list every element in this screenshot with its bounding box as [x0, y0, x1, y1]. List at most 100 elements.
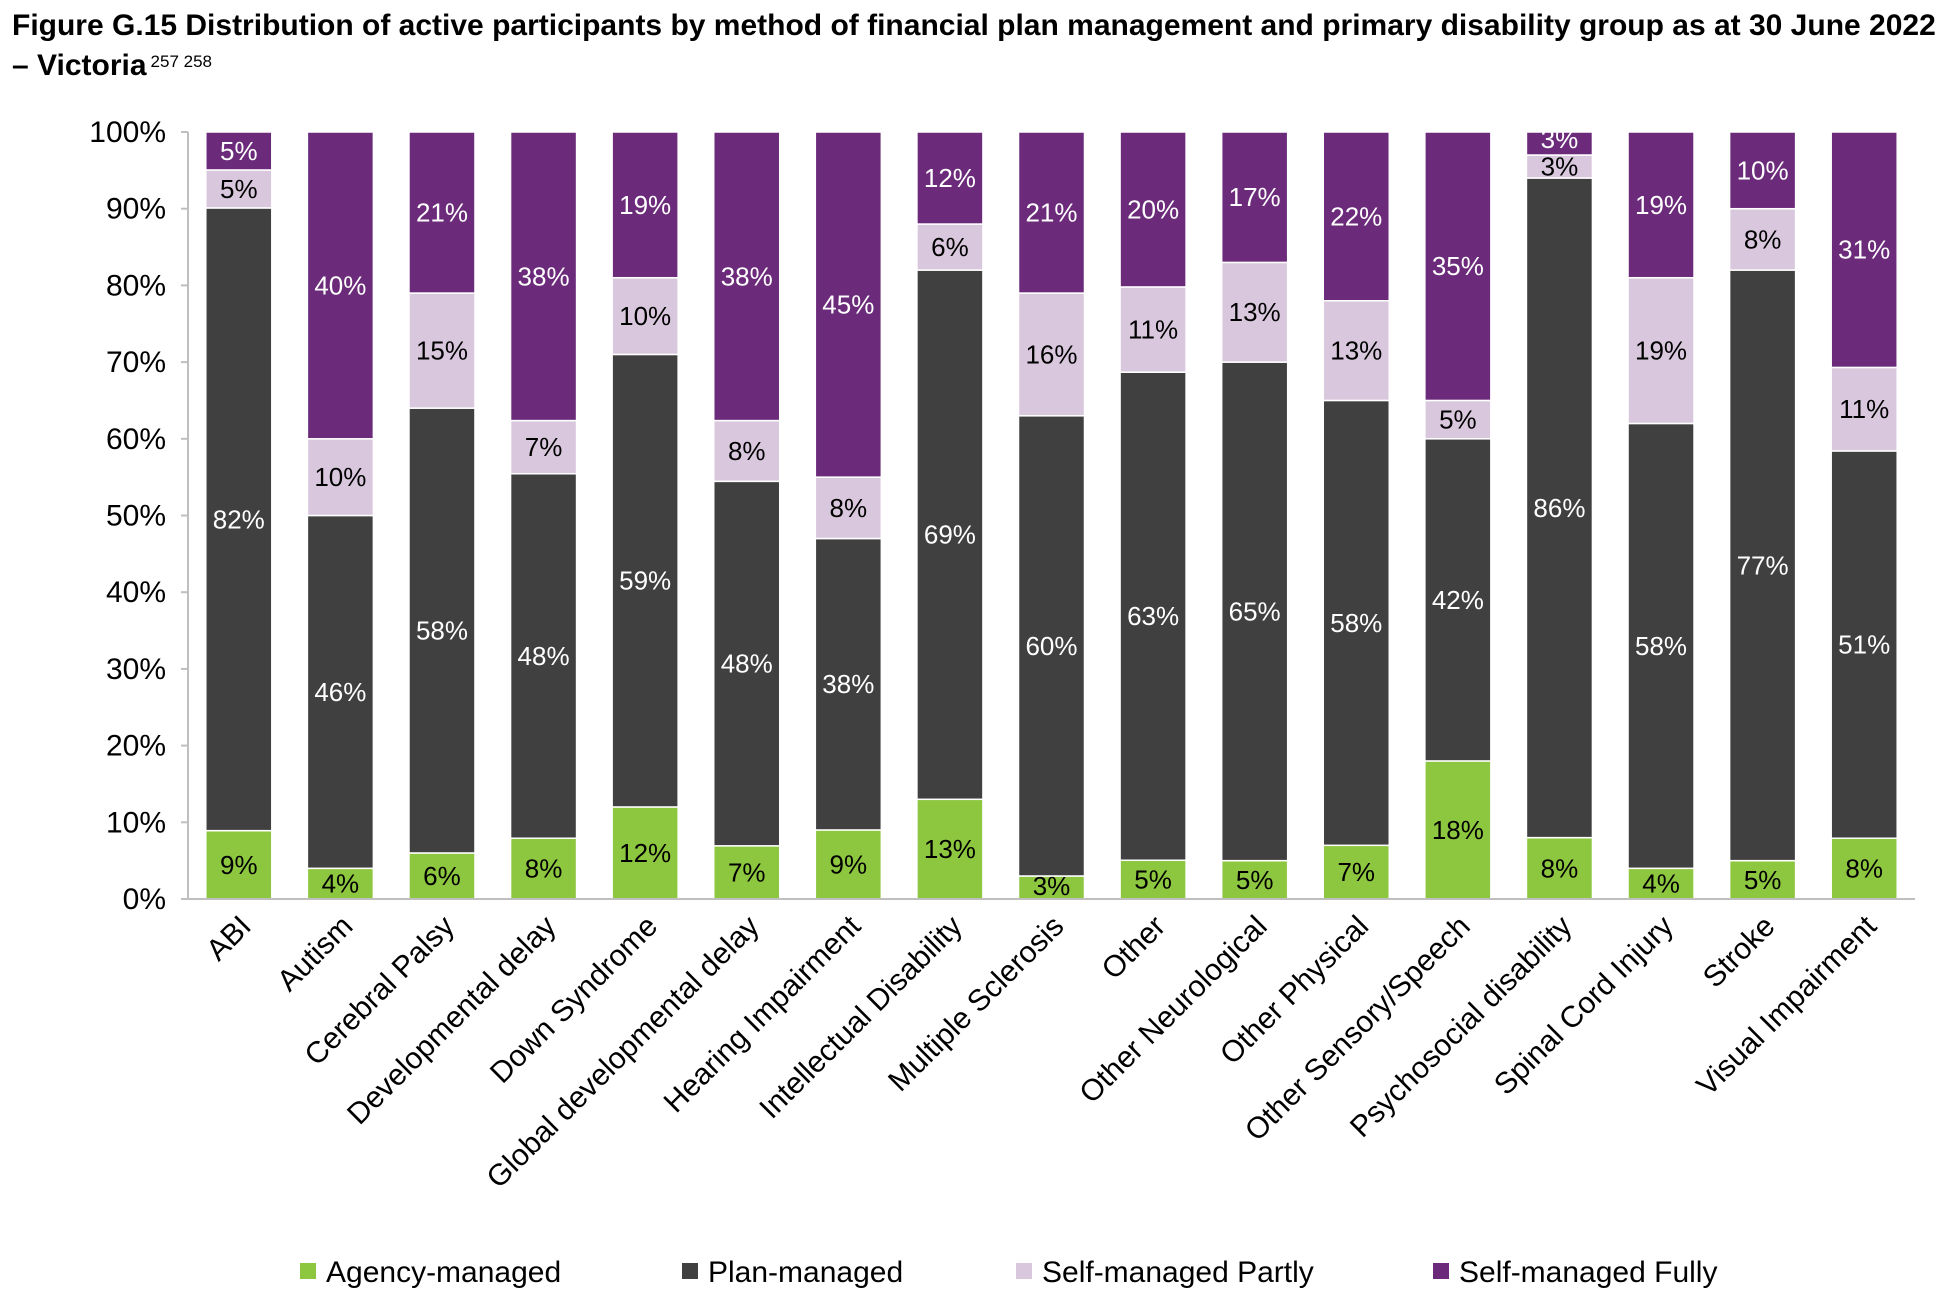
bar-segment: [1424, 131, 1492, 402]
y-tick-label: 80%: [106, 269, 166, 302]
data-label: 5%: [220, 174, 258, 204]
bar-segment: [611, 353, 679, 808]
data-label: 60%: [1025, 631, 1077, 661]
x-category-label: Multiple Sclerosis: [882, 910, 1070, 1098]
data-label: 11%: [1839, 394, 1889, 424]
data-label: 5%: [1134, 865, 1172, 895]
data-label: 7%: [525, 432, 563, 462]
title-footnotes: 257 258: [150, 52, 212, 71]
data-label: 12%: [924, 163, 976, 193]
bar-segment: [1830, 837, 1898, 900]
data-label: 5%: [1236, 865, 1274, 895]
bar-segment: [1322, 399, 1391, 847]
data-label: 21%: [416, 198, 468, 228]
bar-segment: [1627, 422, 1695, 870]
y-tick-label: 0%: [123, 883, 166, 916]
data-label: 16%: [1025, 339, 1077, 369]
data-label: 48%: [721, 649, 773, 679]
y-tick-label: 20%: [106, 730, 166, 763]
bar-segment: [509, 472, 578, 839]
data-label: 6%: [931, 232, 969, 262]
y-tick-label: 60%: [106, 423, 166, 456]
data-label: 4%: [1642, 869, 1680, 899]
data-label: 63%: [1127, 601, 1179, 631]
bar-segment: [1322, 131, 1391, 302]
data-label: 22%: [1330, 201, 1382, 231]
bar-segment: [916, 131, 984, 225]
legend-label: Self-managed Partly: [1042, 1256, 1314, 1289]
bar-segment: [205, 207, 273, 832]
legend-label: Self-managed Fully: [1459, 1256, 1717, 1289]
data-label: 86%: [1533, 493, 1585, 523]
y-tick-label: 100%: [89, 116, 166, 149]
bar-segment: [712, 845, 781, 900]
bar-segment: [814, 829, 883, 900]
legend-swatch: [1433, 1263, 1449, 1279]
x-category-label: Stroke: [1697, 910, 1782, 995]
bar-segment: [814, 476, 883, 540]
data-label: 42%: [1432, 585, 1484, 615]
x-category-label: Autism: [271, 910, 359, 998]
y-tick-label: 10%: [106, 806, 166, 839]
bar-segment: [408, 131, 476, 294]
data-label: 51%: [1838, 630, 1890, 660]
legend-label: Agency-managed: [326, 1256, 561, 1289]
data-label: 8%: [525, 854, 563, 884]
bar-segment: [205, 829, 273, 900]
chart-title: Figure G.15 Distribution of active parti…: [12, 6, 1942, 86]
data-label: 31%: [1838, 235, 1890, 265]
data-label: 19%: [1635, 336, 1687, 366]
data-label: 15%: [416, 336, 468, 366]
bar-segment: [712, 419, 781, 483]
data-label: 17%: [1229, 182, 1281, 212]
data-label: 20%: [1127, 194, 1179, 224]
bar-segment: [1627, 131, 1695, 279]
data-label: 48%: [518, 641, 570, 671]
bar-segment: [712, 480, 781, 847]
legend-label: Plan-managed: [708, 1256, 903, 1289]
data-label: 38%: [518, 261, 570, 291]
y-tick-label: 70%: [106, 346, 166, 379]
data-label: 35%: [1432, 251, 1484, 281]
data-label: 18%: [1432, 815, 1484, 845]
bar-segment: [408, 292, 476, 409]
bar-segment: [916, 269, 984, 801]
bar-segment: [1830, 366, 1898, 452]
data-label: 8%: [1744, 224, 1782, 254]
bar-segment: [205, 169, 273, 209]
data-label: 10%: [1737, 155, 1789, 185]
bar-segment: [306, 131, 375, 440]
data-label: 65%: [1229, 596, 1281, 626]
bar-segment: [1424, 399, 1492, 440]
data-label: 13%: [1229, 297, 1281, 327]
bar-segment: [509, 837, 578, 900]
data-label: 9%: [220, 850, 258, 880]
data-label: 58%: [1635, 631, 1687, 661]
bar-segment: [1830, 131, 1898, 369]
y-tick-label: 50%: [106, 500, 166, 533]
bar-segment: [1424, 760, 1492, 900]
legend-swatch: [300, 1263, 316, 1279]
x-category-label: Other Neurological: [1073, 910, 1273, 1110]
bar-segment: [1525, 131, 1594, 156]
data-label: 13%: [924, 834, 976, 864]
bar-segment: [1627, 276, 1695, 425]
bar-segment: [814, 131, 883, 478]
bar-segment: [1525, 177, 1594, 839]
x-category-label: Other: [1096, 910, 1172, 986]
bar-segment: [916, 223, 984, 271]
data-label: 77%: [1737, 550, 1789, 580]
bar-segment: [306, 514, 375, 870]
data-label: 13%: [1330, 336, 1382, 366]
bar-segment: [1119, 131, 1187, 288]
data-label: 45%: [822, 290, 874, 320]
data-label: 10%: [619, 301, 671, 331]
data-label: 3%: [1541, 152, 1579, 182]
data-label: 21%: [1025, 198, 1077, 228]
bar-segment: [1119, 371, 1187, 862]
x-category-label: ABI: [200, 910, 258, 968]
bar-segment: [1424, 438, 1492, 762]
data-label: 5%: [1744, 865, 1782, 895]
x-category-label: Visual Impairment: [1690, 909, 1883, 1102]
data-label: 4%: [322, 869, 360, 899]
